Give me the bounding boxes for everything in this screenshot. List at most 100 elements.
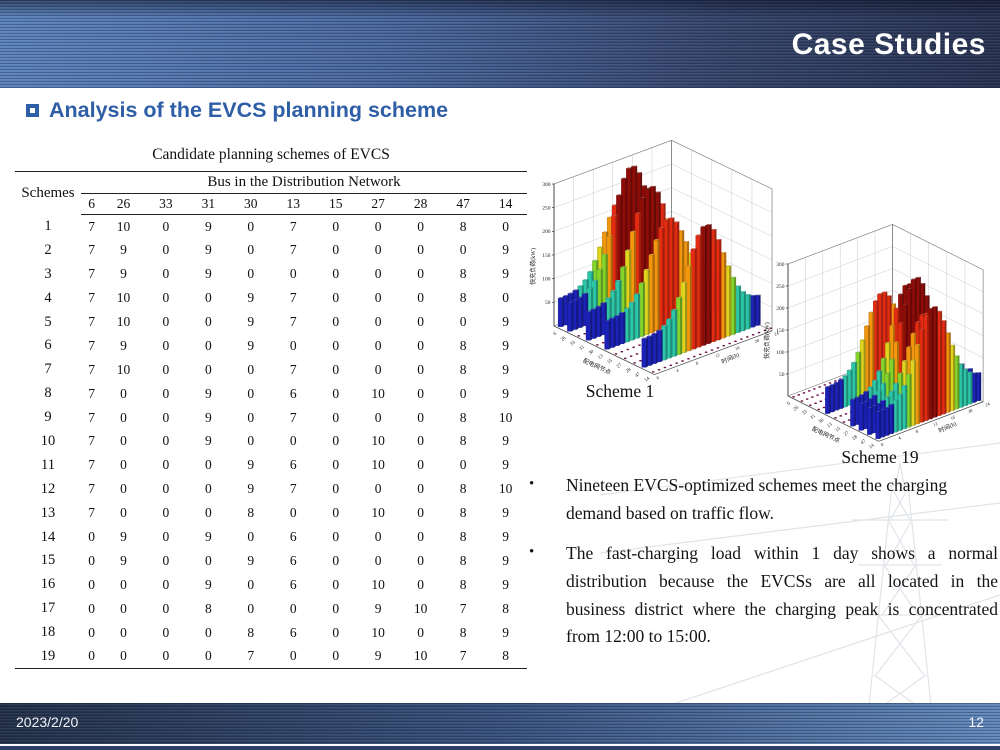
bus-value-cell: 0 (162, 505, 170, 521)
bullet-item: • The fast-charging load within 1 day sho… (522, 540, 998, 651)
table-row: 6 7 9 0 0 9 0 0 0 0 8 9 (15, 334, 527, 358)
bullet-text: The fast-charging load within 1 day show… (566, 543, 998, 647)
bus-value-cell: 10 (371, 505, 385, 521)
svg-text:30: 30 (588, 349, 595, 356)
svg-text:时间(h): 时间(h) (937, 419, 958, 434)
bus-value-cell: 8 (459, 529, 467, 545)
bus-value-cell: 8 (502, 648, 510, 664)
svg-text:30: 30 (818, 418, 825, 425)
scheme-number: 6 (44, 337, 52, 354)
bus-value-cell: 6 (289, 529, 297, 545)
bus-value-cell: 0 (417, 290, 424, 306)
svg-text:200: 200 (542, 229, 551, 235)
scheme-number: 2 (44, 241, 52, 258)
table-row: 8 7 0 0 9 0 6 0 10 0 0 9 (15, 382, 527, 406)
bus-value-cell: 0 (459, 457, 467, 473)
bus-value-cell: 8 (459, 481, 467, 497)
scheme-number: 9 (44, 409, 52, 426)
scheme-number: 7 (44, 361, 52, 378)
bus-value-cell: 9 (204, 409, 212, 425)
bus-value-cell: 0 (374, 242, 382, 258)
bus-value-cell: 7 (88, 242, 95, 258)
table-group-header: Bus in the Distribution Network (81, 171, 527, 194)
svg-text:27: 27 (616, 363, 623, 370)
table-row: 17 0 0 0 8 0 0 0 9 10 7 8 (15, 597, 527, 621)
bus-value-cell: 0 (417, 576, 424, 592)
bus-value-cell: 9 (120, 529, 127, 545)
bus-value-cell: 6 (289, 457, 297, 473)
bus-value-cell: 0 (289, 433, 297, 449)
bus-value-cell: 8 (459, 218, 467, 234)
bus-value-cell: 9 (120, 266, 127, 282)
bus-value-cell: 0 (502, 290, 510, 306)
svg-text:15: 15 (835, 426, 842, 433)
bus-value-cell: 0 (332, 266, 340, 282)
bus-value-cell: 7 (88, 337, 95, 353)
bus-column-header: 47 (441, 193, 485, 215)
bus-value-cell: 10 (498, 409, 513, 425)
svg-text:13: 13 (827, 422, 834, 429)
bus-value-cell: 0 (374, 218, 382, 234)
scheme-number: 14 (40, 528, 56, 545)
bus-value-cell: 0 (332, 409, 340, 425)
bus-value-cell: 0 (332, 457, 340, 473)
bus-column-header: 6 (81, 193, 103, 215)
section-heading-label: Analysis of the EVCS planning scheme (49, 98, 449, 122)
bus-value-cell: 10 (371, 385, 385, 401)
bus-value-cell: 7 (247, 648, 255, 664)
bus-value-cell: 0 (417, 457, 424, 473)
bus-value-cell: 8 (459, 361, 467, 377)
bus-value-cell: 0 (204, 457, 212, 473)
bus-value-cell: 0 (417, 624, 424, 640)
bus-value-cell: 0 (502, 218, 510, 234)
bus-value-cell: 0 (332, 505, 340, 521)
scheme-number: 18 (40, 624, 56, 641)
bus-value-cell: 7 (289, 481, 297, 497)
bus-value-cell: 0 (162, 409, 170, 425)
bus-value-cell: 0 (162, 361, 170, 377)
bus-value-cell: 9 (374, 648, 382, 664)
bus-value-cell: 0 (162, 314, 170, 329)
bus-value-cell: 0 (332, 576, 340, 592)
svg-text:15: 15 (607, 358, 614, 365)
bus-value-cell: 0 (417, 242, 424, 258)
bus-value-cell: 7 (459, 600, 467, 616)
scheme-number: 19 (40, 647, 56, 664)
svg-text:26: 26 (793, 405, 800, 412)
bus-value-cell: 9 (204, 433, 212, 449)
table-row: 14 0 9 0 9 0 6 0 0 0 8 9 (15, 525, 527, 549)
bus-value-cell: 10 (116, 290, 131, 306)
bus-value-cell: 8 (459, 505, 467, 521)
bus-value-cell: 0 (204, 361, 212, 377)
bus-value-cell: 0 (332, 552, 340, 568)
bus-value-cell: 0 (162, 529, 170, 545)
bus-value-cell: 0 (247, 385, 255, 401)
table-row: 1 7 10 0 9 0 7 0 0 0 8 0 (15, 215, 527, 239)
bus-value-cell: 7 (88, 433, 95, 449)
bus-value-cell: 8 (459, 576, 467, 592)
bus-value-cell: 0 (332, 600, 340, 616)
bus-value-cell: 10 (498, 481, 513, 497)
svg-text:12: 12 (932, 421, 938, 427)
bus-value-cell: 7 (289, 290, 297, 306)
bus-value-cell: 7 (88, 385, 95, 401)
bus-value-cell: 0 (120, 576, 127, 592)
table-row: 19 0 0 0 0 7 0 0 9 10 7 8 (15, 645, 527, 669)
bus-value-cell: 8 (247, 624, 255, 640)
bus-value-cell: 0 (88, 624, 95, 640)
bus-value-cell: 0 (417, 361, 424, 377)
bus-value-cell: 0 (459, 314, 467, 329)
bus-value-cell: 0 (332, 481, 340, 497)
bus-value-cell: 9 (204, 576, 212, 592)
chart-scheme-19-chart: 50 100 150 200 250 300 快充负荷(kW) 6 26 33 31 30 13 15 27… (762, 204, 996, 454)
scheme-number: 5 (44, 313, 52, 330)
bus-value-cell: 9 (247, 314, 255, 329)
bus-column-header: 31 (187, 193, 230, 215)
bus-value-cell: 0 (162, 290, 170, 306)
bus-value-cell: 0 (332, 290, 340, 306)
svg-text:13: 13 (597, 354, 604, 361)
svg-text:200: 200 (776, 306, 785, 312)
bus-value-cell: 0 (332, 218, 340, 234)
bus-value-cell: 9 (502, 361, 510, 377)
bus-value-cell: 0 (204, 648, 212, 664)
